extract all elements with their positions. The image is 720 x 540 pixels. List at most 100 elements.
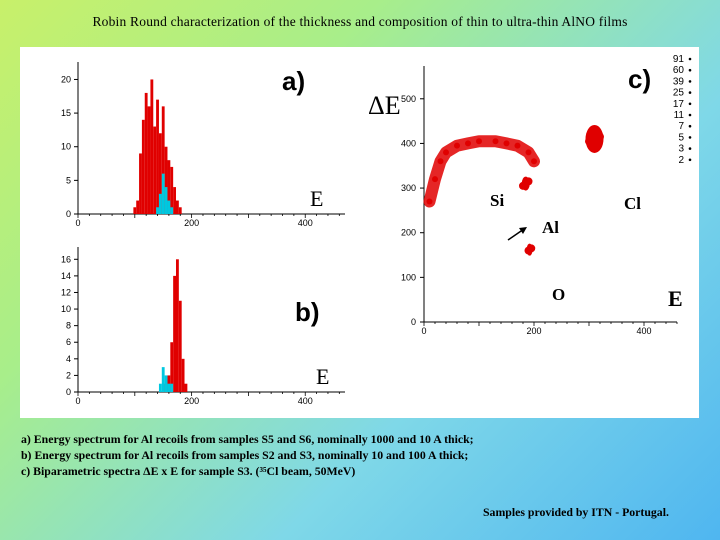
y-tick-label: 400: [401, 138, 416, 148]
caption-line-b: b) Energy spectrum for Al recoils from s…: [21, 448, 469, 462]
histogram-bar: [167, 375, 171, 392]
histogram-bar: [178, 207, 182, 214]
cluster-cl: [585, 124, 604, 153]
element-label-o: O: [552, 285, 565, 304]
histogram-bar: [144, 92, 148, 214]
caption-line-a: a) Energy spectrum for Al recoils from s…: [21, 432, 474, 446]
histogram-bar: [164, 187, 168, 214]
y-tick-label: 4: [66, 354, 71, 364]
scale-label: 3: [678, 144, 684, 155]
scale-label: 11: [674, 110, 685, 121]
scale-label: 91: [673, 54, 685, 65]
histogram-bar: [164, 375, 168, 392]
scatter-point-si: [525, 149, 532, 156]
histogram-bar: [158, 383, 162, 392]
y-tick-label: 10: [61, 304, 71, 314]
x-tick-label: 400: [636, 326, 651, 336]
x-axis-label: E: [310, 186, 323, 211]
y-tick-label: 6: [66, 337, 71, 347]
scale-dot: [688, 124, 692, 128]
histogram-bar: [136, 200, 140, 214]
x-tick-label: 400: [298, 396, 313, 406]
scale-dot: [688, 68, 692, 72]
histogram-bar: [139, 153, 142, 214]
y-tick-label: 0: [66, 209, 71, 219]
scale-dot: [688, 91, 692, 94]
panel-b: 0 2 4 6 8 10 12 14 16 0 200 400 b) E: [20, 237, 358, 415]
histogram-bar: [161, 367, 165, 392]
cluster-al: [521, 176, 530, 191]
x-tick-label: 0: [75, 218, 80, 228]
scatter-point-si: [437, 158, 444, 165]
histogram-bar: [170, 342, 174, 392]
x-axis-label: E: [316, 364, 329, 389]
scale-dot: [688, 102, 692, 106]
histogram-bar: [153, 126, 157, 214]
y-tick-label: 15: [61, 108, 71, 118]
histogram-bar: [170, 207, 174, 214]
scale-label: 60: [673, 65, 685, 76]
y-tick-label: 20: [61, 74, 71, 84]
y-tick-label: 12: [61, 287, 71, 297]
y-tick-label: 5: [66, 175, 71, 185]
histogram-bar: [170, 166, 174, 214]
histogram-bar: [164, 146, 168, 214]
x-tick-label: 0: [421, 326, 426, 336]
y-tick-label: 16: [61, 254, 71, 264]
histogram-bar: [175, 200, 179, 214]
scatter-point-si: [531, 158, 537, 165]
scale-dot: [688, 80, 692, 83]
arrow-head: [519, 227, 527, 234]
x-axis-label: E: [668, 286, 683, 311]
histogram-bar: [178, 300, 182, 392]
y-tick-label: 14: [61, 271, 71, 281]
scale-label: 25: [673, 88, 685, 99]
y-tick-label: 100: [401, 272, 416, 282]
x-tick-label: 400: [298, 218, 313, 228]
figure: 0 5 10 15 20 0 200 400 a) E 0 2 4 6 8 10 12 14 16 0 200 400 b…: [20, 47, 699, 418]
x-tick-label: 200: [526, 326, 541, 336]
x-tick-label: 0: [75, 396, 80, 406]
y-tick-label: 2: [66, 370, 71, 380]
element-label-al: Al: [542, 218, 559, 237]
histogram-bar: [175, 259, 179, 392]
histogram-bar: [158, 193, 162, 214]
caption: a) Energy spectrum for Al recoils from s…: [21, 431, 474, 479]
scale-dot: [688, 113, 692, 117]
panel-label: b): [295, 297, 320, 327]
scatter-point-si: [454, 142, 460, 149]
panel-c: 0 100 200 300 400 500 0 200 400 ΔE c) Si Al Cl O E 91 60 3…: [362, 52, 695, 338]
histogram-bar: [156, 99, 159, 214]
y-tick-label: 500: [401, 94, 416, 104]
histogram-bar: [161, 173, 165, 214]
histogram-bar: [167, 200, 171, 214]
y-tick-label: 300: [401, 183, 416, 193]
scale-dot: [688, 136, 692, 139]
credit-note: Samples provided by ITN - Portugal.: [483, 505, 669, 519]
scale-label: 39: [673, 76, 685, 87]
scale-label: 17: [673, 99, 685, 110]
histogram-bar: [173, 275, 176, 392]
histogram-bar: [184, 383, 188, 392]
panel-label: a): [282, 66, 305, 96]
cluster-o: [526, 243, 533, 256]
scatter-point-si: [514, 142, 521, 149]
histogram-bar: [167, 383, 171, 392]
histogram-bar: [147, 106, 151, 214]
histogram-bar: [161, 106, 165, 214]
x-tick-label: 200: [184, 396, 199, 406]
scale-dot: [688, 158, 692, 162]
chart-b: 0 2 4 6 8 10 12 14 16 0 200 400 b) E: [61, 247, 345, 406]
y-tick-label: 10: [61, 142, 71, 152]
histogram-bar: [158, 133, 162, 214]
y-tick-label: 8: [66, 321, 71, 331]
scale-label: 2: [678, 155, 684, 166]
histogram-bar: [133, 207, 137, 214]
scatter-point-si: [492, 138, 499, 145]
histogram-bar: [173, 187, 176, 214]
histogram-bar: [170, 383, 174, 392]
element-label-cl: Cl: [624, 194, 641, 213]
panel-label: c): [628, 64, 651, 94]
scatter-point-si: [465, 140, 471, 147]
